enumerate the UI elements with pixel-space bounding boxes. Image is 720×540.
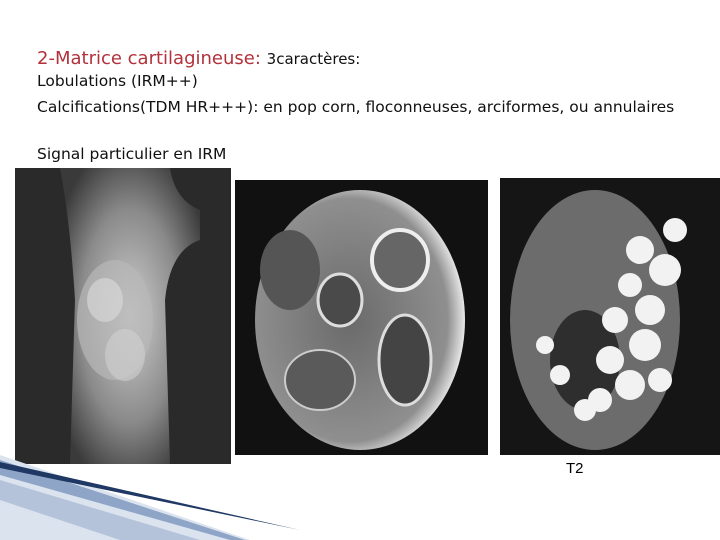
mri-image [500, 178, 720, 455]
bullet: Signal particulier en IRM [37, 145, 227, 163]
xray-image [15, 168, 231, 464]
heading: 2-Matrice cartilagineuse: 3caractères: [37, 48, 360, 70]
bullet: Lobulations (IRM++) [37, 72, 198, 90]
image-caption: T2 [566, 460, 584, 477]
heading-title: 2-Matrice cartilagineuse: [37, 48, 261, 69]
bullet: Calcifications(TDM HR+++): en pop corn, … [37, 98, 675, 116]
decorative-wedge [0, 455, 300, 540]
heading-suffix: 3caractères: [266, 50, 361, 68]
ct-image [235, 180, 488, 455]
